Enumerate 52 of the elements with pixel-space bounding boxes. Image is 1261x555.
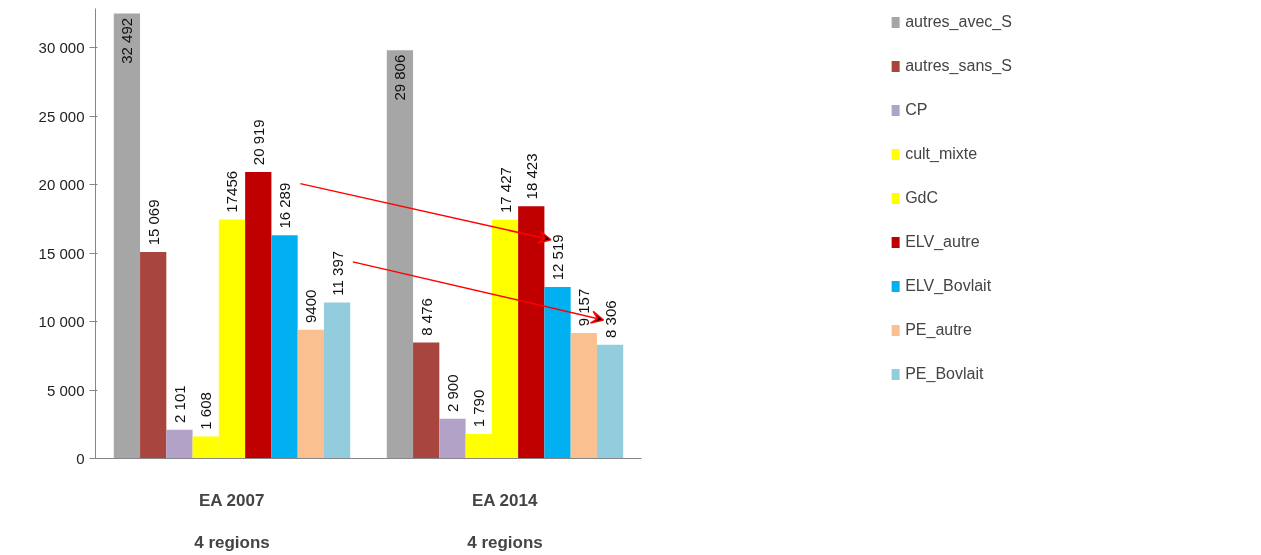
legend-label: PE_autre <box>905 320 972 340</box>
bar <box>271 235 298 459</box>
data-label: 12 519 <box>549 234 567 281</box>
data-label: 18 423 <box>522 153 540 200</box>
y-tick-label: 5 000 <box>46 381 85 399</box>
data-label: 9 157 <box>575 288 593 327</box>
legend-label: CP <box>905 100 928 120</box>
y-tick-label: 20 000 <box>38 176 85 194</box>
y-tick-label: 30 000 <box>38 39 85 57</box>
legend-label: cult_mixte <box>905 144 978 164</box>
data-label: 29 806 <box>391 54 409 101</box>
data-label: 9400 <box>301 289 319 323</box>
y-tick-label: 25 000 <box>38 107 85 125</box>
x-tick-label: EA 2014 <box>471 490 538 510</box>
data-label: 15 069 <box>144 199 162 246</box>
data-label: 8 306 <box>601 300 619 338</box>
legend-label: ELV_Bovlait <box>905 276 992 296</box>
bar <box>386 50 414 459</box>
y-tick-label: 15 000 <box>38 244 85 262</box>
data-label: 16 289 <box>276 182 294 229</box>
legend-label: ELV_autre <box>905 232 980 252</box>
bar <box>166 429 193 459</box>
legend-label: GdC <box>905 188 939 208</box>
data-label: 2 101 <box>170 385 188 423</box>
data-label: 1 608 <box>197 392 215 430</box>
data-label: 20 919 <box>249 119 267 166</box>
bar <box>596 344 624 459</box>
bar <box>323 302 351 459</box>
bar <box>113 13 141 459</box>
data-label: 11 397 <box>328 250 346 296</box>
legend-label: autres_avec_S <box>905 12 1012 32</box>
bar <box>570 333 597 459</box>
data-label: 2 900 <box>443 374 461 413</box>
data-label: 17456 <box>223 170 240 213</box>
legend-label: autres_sans_S <box>905 56 1012 76</box>
data-label: 17 427 <box>496 167 514 214</box>
bar <box>439 418 466 459</box>
bar <box>297 329 324 459</box>
bar <box>518 206 545 459</box>
y-tick-label: 10 000 <box>38 313 85 331</box>
bar <box>413 342 440 459</box>
x-tick-label: EA 2007 <box>198 490 265 510</box>
text: 4 regions <box>467 532 543 552</box>
legend-label: PE_Bovlait <box>905 364 984 384</box>
bar <box>245 171 272 459</box>
data-label: 8 476 <box>417 298 435 336</box>
data-label: 32 492 <box>118 17 136 64</box>
bar <box>544 287 571 459</box>
bar <box>140 252 167 459</box>
data-label: 1 790 <box>470 389 488 428</box>
y-tick-label: 0 <box>76 450 85 467</box>
text: 4 regions <box>194 532 270 552</box>
